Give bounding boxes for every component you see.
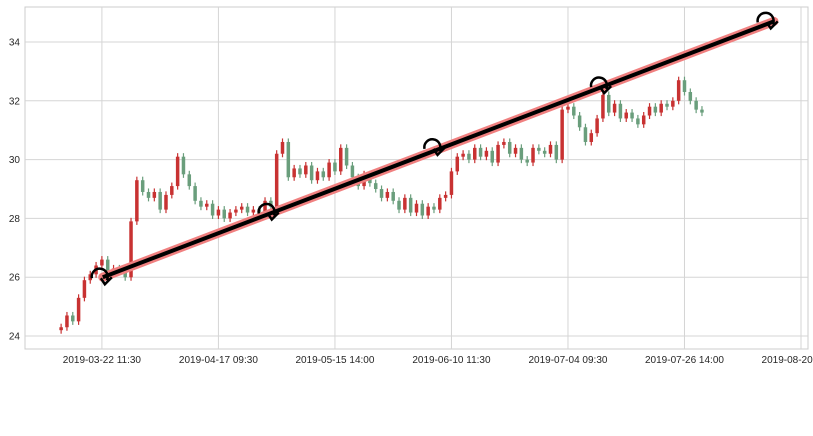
y-tick-label: 32 xyxy=(9,96,21,107)
x-tick-label: 2019-07-26 14:00 xyxy=(645,355,724,366)
y-tick-label: 34 xyxy=(9,37,21,48)
plot-area xyxy=(24,6,809,350)
x-tick-label: 2019-05-15 14:00 xyxy=(295,355,374,366)
y-tick-label: 24 xyxy=(9,332,21,343)
curved-arrow-marker-icon xyxy=(423,138,446,157)
curved-arrow-marker-icon xyxy=(257,202,280,222)
y-axis: 24 26 28 30 32 34 xyxy=(9,37,21,342)
x-tick-label: 2019-07-04 09:30 xyxy=(528,355,607,366)
x-tick-label: 2019-04-17 09:30 xyxy=(179,355,258,366)
curved-arrow-marker-icon xyxy=(756,11,779,31)
y-tick-label: 26 xyxy=(9,273,21,284)
x-tick-label: 2019-03-22 11:30 xyxy=(63,355,142,366)
curved-arrow-marker-icon xyxy=(90,267,113,287)
y-tick-label: 30 xyxy=(9,155,21,166)
x-axis: 2019-03-22 11:30 2019-04-17 09:30 2019-05-… xyxy=(63,355,813,366)
trendline-line xyxy=(102,19,775,280)
markers xyxy=(90,11,779,287)
trendline xyxy=(98,16,779,282)
y-tick-label: 28 xyxy=(9,214,21,225)
x-tick-label: 2019-06-10 11:30 xyxy=(412,355,491,366)
x-tick-label: 2019-08-20 12:00 xyxy=(762,355,813,366)
curved-arrow-marker-icon xyxy=(589,76,613,96)
